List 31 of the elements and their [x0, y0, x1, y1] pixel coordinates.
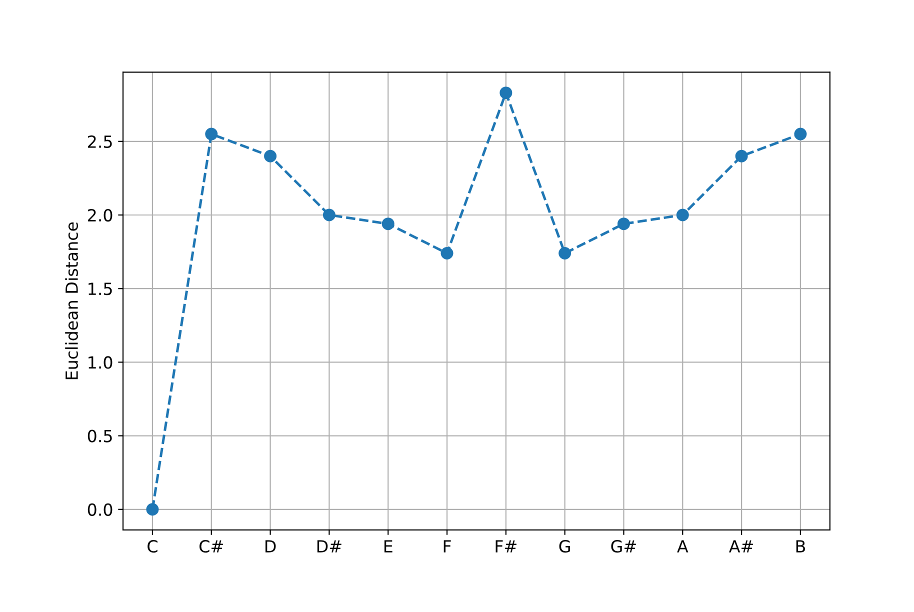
x-tick-label: G: [559, 540, 570, 553]
x-tick-label: D: [266, 540, 276, 552]
point: [617, 218, 630, 230]
point: [794, 128, 807, 140]
point: [500, 86, 512, 100]
point: [264, 150, 277, 162]
y-tick-label: 2.0: [88, 208, 112, 222]
x-tick-label: C#: [200, 540, 223, 553]
y-tick-label: 1.0: [88, 356, 112, 369]
x-tick-label: E: [384, 540, 392, 552]
x-tick-label: F: [444, 540, 451, 552]
x-tick-label: C: [148, 540, 158, 553]
y-tick-label: 2.5: [88, 135, 112, 148]
point: [676, 208, 689, 222]
point: [382, 218, 394, 230]
point: [440, 247, 454, 260]
point: [205, 128, 218, 140]
y-tick-label: 1.5: [88, 282, 112, 296]
x-tick-label: G#: [611, 540, 636, 553]
x-tick-label: A#: [729, 540, 753, 552]
point: [558, 247, 572, 260]
point: [322, 208, 336, 222]
x-tick-label: D#: [317, 540, 342, 552]
y-tick-label: 0.0: [88, 503, 112, 516]
y-tick-label: 0.5: [88, 430, 112, 442]
x-tick-label: B: [796, 540, 805, 552]
point: [146, 503, 159, 516]
y-axis-title: Euclidean Distance: [65, 222, 78, 380]
x-tick-label: A: [677, 540, 688, 552]
x-tick-label: F#: [496, 540, 516, 552]
point: [735, 150, 748, 162]
